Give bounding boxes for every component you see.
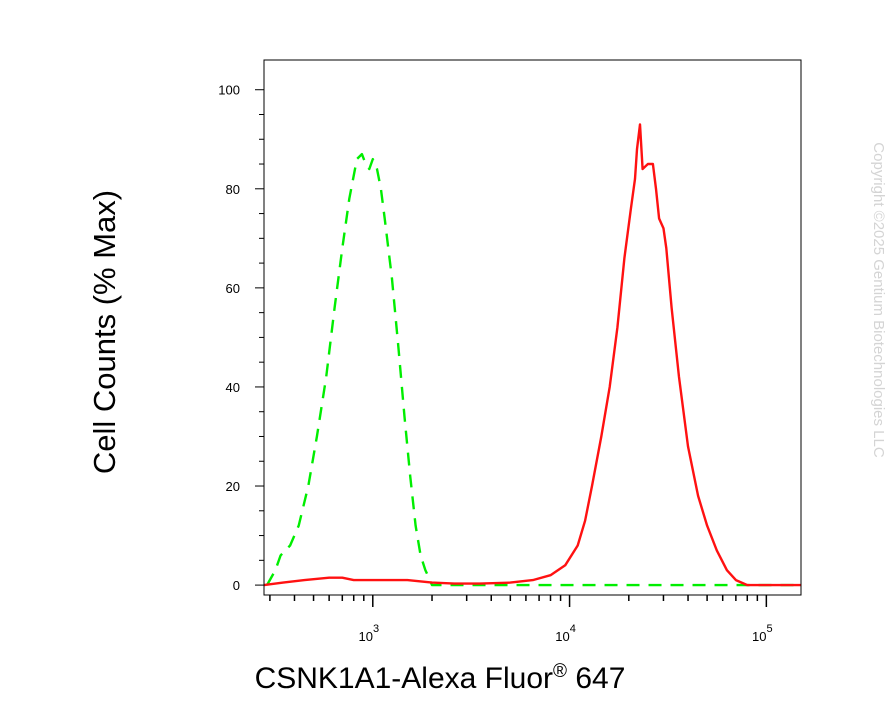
y-axis-title: Cell Counts (% Max)	[87, 190, 122, 474]
y-tick-label: 60	[226, 281, 240, 296]
series-layer	[263, 123, 801, 587]
histogram-series-2	[263, 123, 801, 587]
y-tick-label: 20	[226, 479, 240, 494]
x-axis-title-registered-mark: ®	[553, 661, 567, 682]
x-axis-title-main: CSNK1A1-Alexa Fluor	[255, 662, 553, 695]
y-tick-label: 40	[226, 380, 240, 395]
x-tick-label: 104	[555, 623, 576, 644]
x-axis-title-tail: 647	[567, 662, 625, 695]
histogram-series-1	[265, 152, 801, 587]
y-tick-label: 80	[226, 182, 240, 197]
axis-layer: 0 20 40 60 80 100 103 104 105	[218, 83, 772, 644]
plot-frame	[263, 59, 802, 596]
y-tick-label: 0	[233, 578, 240, 593]
y-tick-label: 100	[218, 83, 240, 98]
copyright-watermark: Copyright ©2025 Gentium Biotechnologies …	[870, 142, 887, 458]
x-tick-label: 103	[358, 623, 379, 644]
x-axis-title: CSNK1A1-Alexa Fluor® 647	[255, 661, 626, 695]
x-tick-label: 105	[752, 623, 773, 644]
